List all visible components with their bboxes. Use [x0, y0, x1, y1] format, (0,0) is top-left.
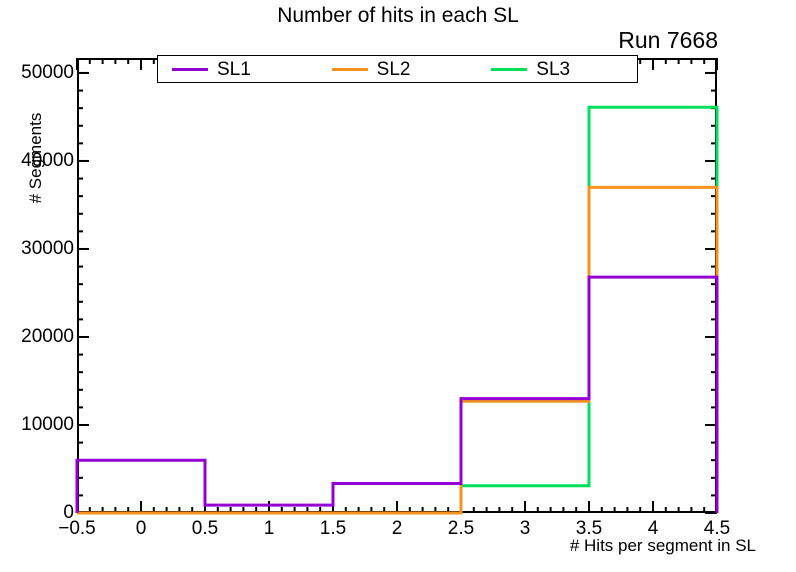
chart-title: Number of hits in each SL — [277, 4, 519, 27]
histogram-outline-sl1 — [75, 275, 719, 513]
x-tick-label: 3 — [519, 518, 531, 539]
x-tick-label: −0.5 — [58, 518, 96, 539]
legend: SL1 SL2 SL3 — [157, 55, 638, 83]
histogram-outline-sl2 — [77, 185, 719, 515]
x-tick-label: 1.5 — [319, 518, 347, 539]
x-tick-label: 3.5 — [575, 518, 603, 539]
axis-ticks — [76, 58, 718, 514]
plot-frame — [77, 58, 717, 513]
data-series-group — [75, 105, 719, 515]
legend-swatch-line — [172, 67, 208, 71]
legend-item: SL2 — [318, 60, 478, 79]
y-tick-label: 10000 — [21, 413, 74, 435]
x-tick-label: 0.5 — [191, 518, 219, 539]
y-tick-label: 20000 — [21, 325, 74, 347]
x-tick-label: 2 — [391, 518, 403, 539]
y-tick-label: 0 — [63, 502, 74, 523]
x-tick-label: 4.5 — [703, 518, 731, 539]
x-tick-label: 4 — [647, 518, 659, 539]
legend-swatch-line — [331, 67, 368, 71]
x-tick-label: 0 — [135, 518, 147, 539]
legend-label: SL3 — [536, 58, 571, 80]
legend-label: SL2 — [376, 58, 411, 80]
legend-label: SL1 — [217, 58, 251, 80]
legend-swatch-line — [491, 67, 528, 71]
legend-item: SL1 — [158, 60, 318, 79]
histogram-outline-sl3 — [77, 105, 719, 515]
y-axis-title: # Segments — [26, 112, 45, 204]
x-axis-title: # Hits per segment in SL — [569, 536, 756, 555]
y-tick-label: 40000 — [21, 149, 74, 171]
x-tick-label: 2.5 — [447, 518, 475, 539]
y-tick-label: 30000 — [21, 237, 74, 259]
y-tick-label: 50000 — [21, 61, 74, 83]
x-tick-label: 1 — [263, 518, 275, 539]
run-label: Run 7668 — [618, 27, 718, 53]
legend-item: SL3 — [477, 60, 637, 79]
